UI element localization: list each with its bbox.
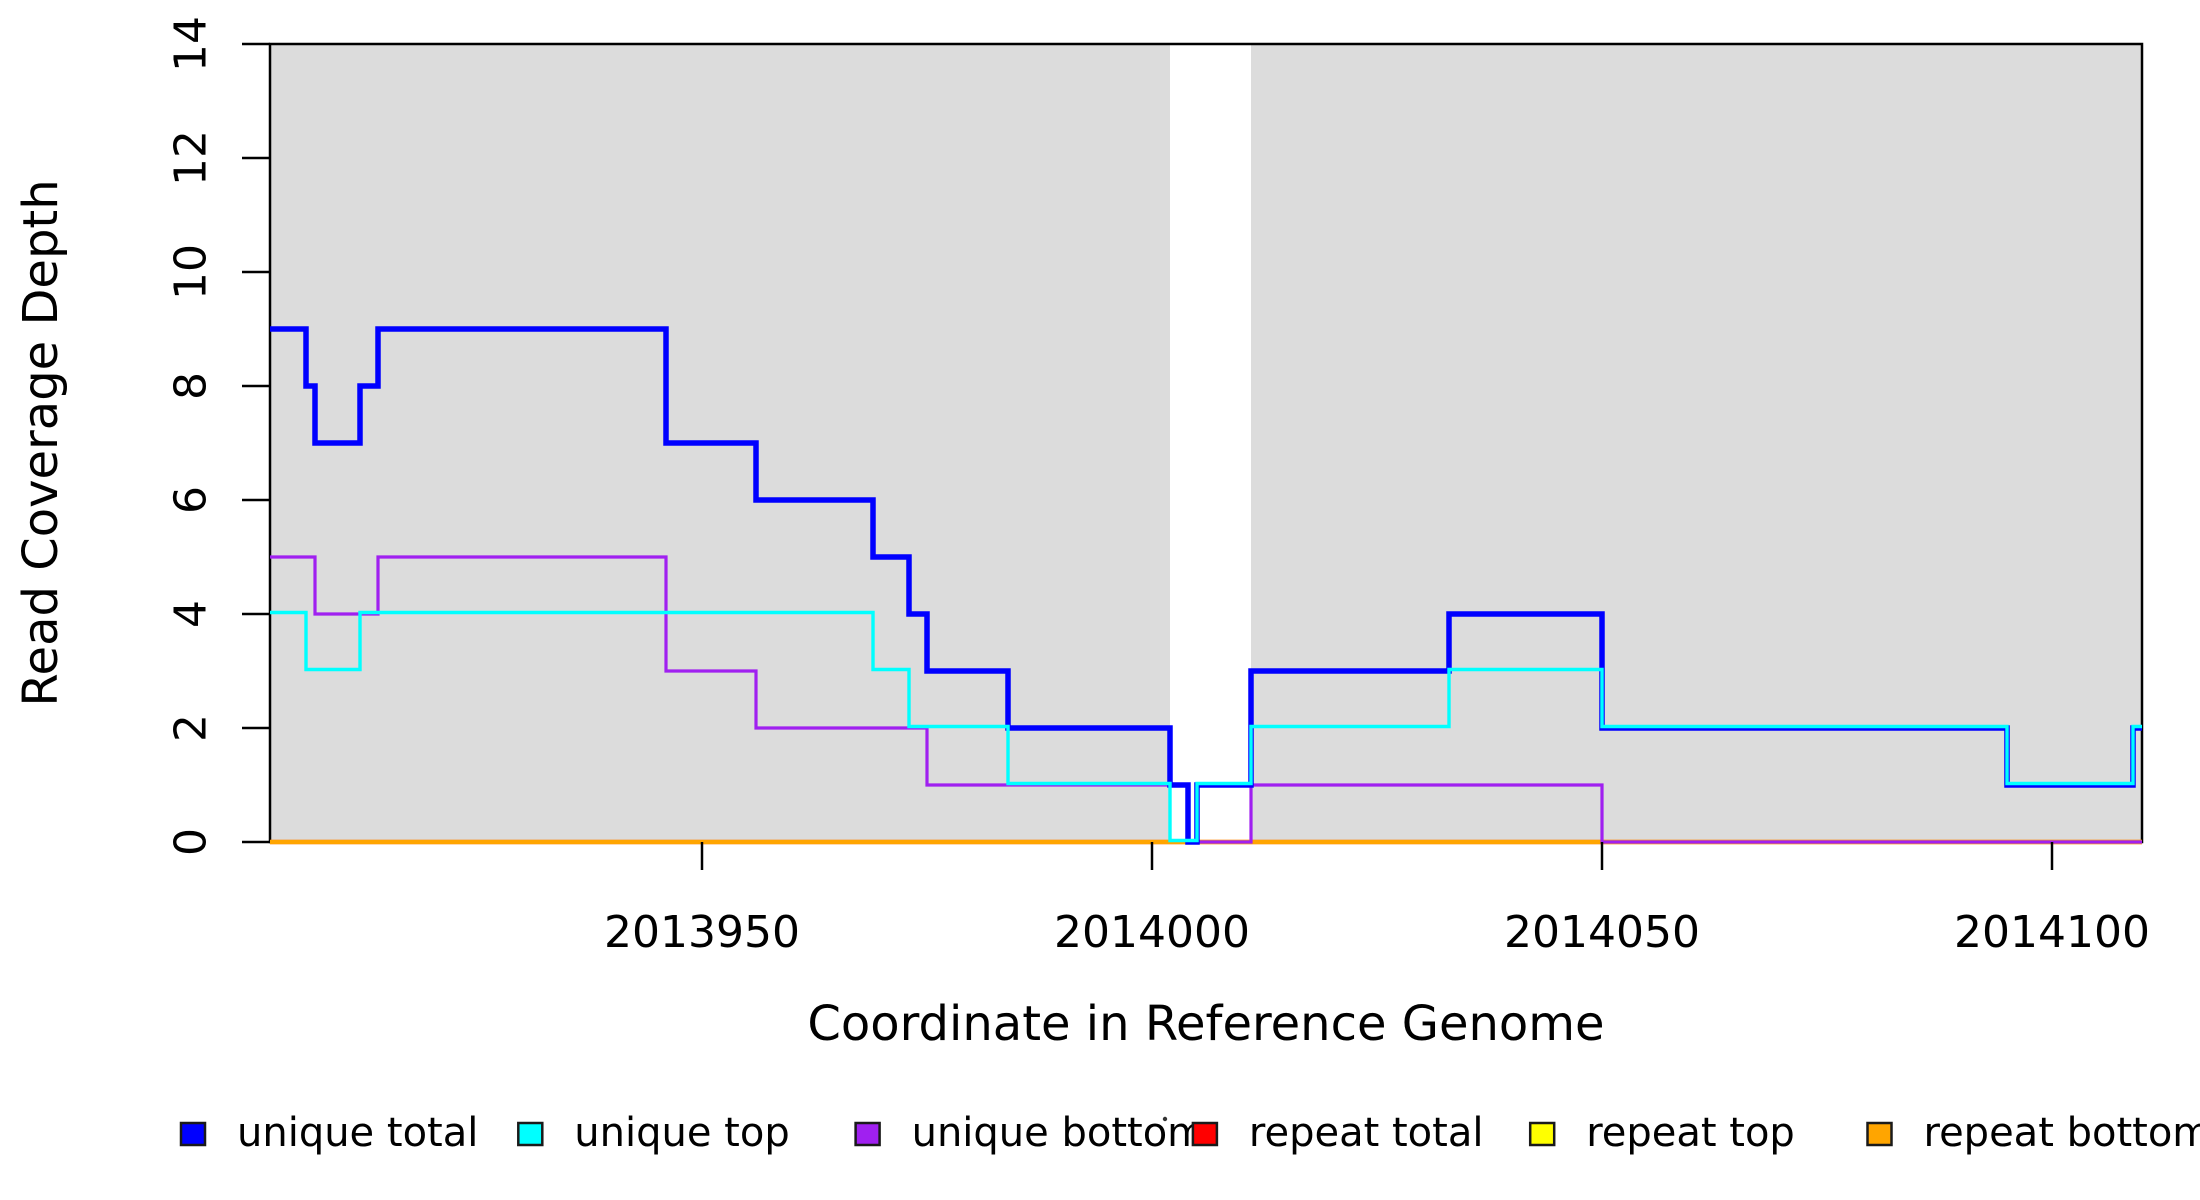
y-axis-title: Read Coverage Depth xyxy=(13,179,69,706)
shaded-regions xyxy=(270,44,2142,842)
legend-label-repeat-top: repeat top xyxy=(1586,1110,1795,1156)
legend-label-repeat-total: repeat total xyxy=(1249,1110,1484,1156)
legend-item-unique-top: unique top xyxy=(517,1110,790,1156)
legend-label-repeat-bottom: repeat bottom xyxy=(1924,1110,2200,1156)
x-tick-label: 2014050 xyxy=(1504,907,1700,958)
stray-dot-artifact xyxy=(1162,1116,1168,1122)
y-tick-label: 6 xyxy=(166,486,217,514)
legend-swatch-unique-top-icon xyxy=(517,1121,544,1147)
y-tick-label: 12 xyxy=(166,130,217,186)
legend: unique total unique top unique bottom repea… xyxy=(179,1110,2200,1156)
x-tick-label: 2013950 xyxy=(604,907,800,958)
y-tick-label: 0 xyxy=(166,828,217,856)
legend-item-unique-total: unique total xyxy=(179,1110,478,1156)
y-tick-label: 4 xyxy=(166,600,217,628)
y-tick-label: 14 xyxy=(166,16,217,72)
legend-item-repeat-top: repeat top xyxy=(1528,1110,1795,1156)
legend-label-unique-top: unique top xyxy=(574,1110,789,1156)
y-tick-labels: 0 2 4 6 8 10 12 14 xyxy=(166,16,217,856)
y-tick-label: 10 xyxy=(166,244,217,300)
legend-swatch-repeat-bottom-icon xyxy=(1866,1121,1893,1147)
legend-swatch-repeat-total-icon xyxy=(1191,1121,1219,1147)
series-line-unique-total xyxy=(270,326,2142,845)
legend-swatch-repeat-top-icon xyxy=(1528,1121,1556,1147)
y-tick-label: 8 xyxy=(166,372,217,400)
series-line-unique-top xyxy=(270,610,2142,843)
legend-item-repeat-total: repeat total xyxy=(1191,1110,1484,1156)
legend-label-unique-bottom: unique bottom xyxy=(912,1110,1207,1156)
shaded-region xyxy=(1251,44,2142,842)
x-tick-label: 2014000 xyxy=(1054,907,1250,958)
x-axis-title: Coordinate in Reference Genome xyxy=(807,996,1604,1052)
x-tick-labels: 2013950 2014000 2014050 2014100 xyxy=(604,907,2150,958)
legend-item-unique-bottom: unique bottom xyxy=(854,1110,1207,1156)
legend-swatch-unique-bottom-icon xyxy=(854,1121,881,1147)
legend-label-unique-total: unique total xyxy=(237,1110,478,1156)
axis-ticks xyxy=(242,42,2054,870)
x-tick-label: 2014100 xyxy=(1954,907,2150,958)
legend-swatch-unique-total-icon xyxy=(179,1121,207,1147)
series-lines xyxy=(270,326,2142,845)
legend-item-repeat-bottom: repeat bottom xyxy=(1866,1110,2200,1156)
y-tick-label: 2 xyxy=(166,714,217,742)
